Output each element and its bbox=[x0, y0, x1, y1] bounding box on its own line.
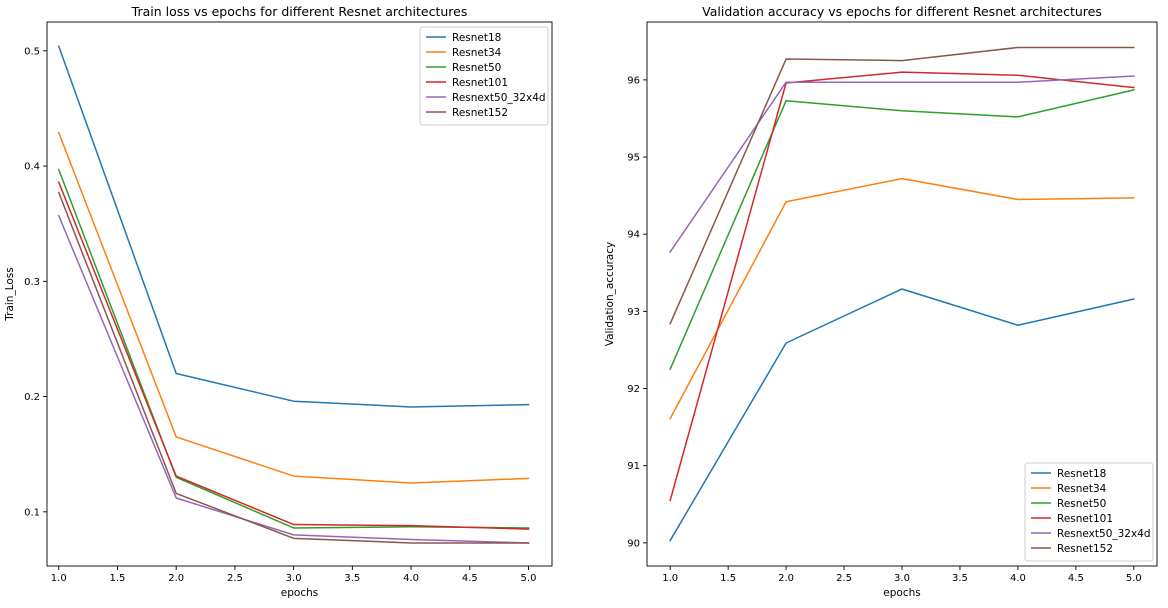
series-line-resnext50-32x4d bbox=[57, 214, 530, 544]
legend-label: Resnet50 bbox=[1057, 498, 1106, 510]
series-line-resnet50 bbox=[669, 88, 1135, 371]
y-tick-label: 90 bbox=[627, 538, 640, 549]
legend-box bbox=[419, 26, 549, 126]
legend-box bbox=[1024, 462, 1154, 562]
y-tick-label: 95 bbox=[627, 153, 640, 164]
legend-label: Resnet101 bbox=[1057, 513, 1113, 525]
x-tick-label: 4.0 bbox=[1010, 573, 1026, 584]
series-line-resnet152 bbox=[57, 191, 530, 544]
x-tick-label: 2.5 bbox=[227, 573, 243, 584]
legend-label: Resnet152 bbox=[1057, 543, 1113, 555]
y-tick-label: 91 bbox=[627, 461, 640, 472]
x-tick-label: 3.5 bbox=[952, 573, 968, 584]
x-tick-label: 5.0 bbox=[1126, 573, 1142, 584]
x-tick-label: 3.0 bbox=[894, 573, 910, 584]
y-axis-label: Validation_accuracy bbox=[604, 242, 616, 346]
x-tick-label: 2.5 bbox=[836, 573, 852, 584]
series-line-resnet101 bbox=[669, 71, 1135, 502]
x-tick-label: 3.5 bbox=[344, 573, 360, 584]
legend: Resnet18 Resnet34 Resnet50 Resnet101 Resnext… bbox=[1024, 462, 1154, 562]
series-line-resnet50 bbox=[57, 168, 530, 529]
y-tick-label: 0.5 bbox=[24, 46, 40, 57]
x-axis-label: epochs bbox=[883, 587, 920, 599]
series-line-resnext50-32x4d bbox=[669, 75, 1135, 253]
x-axis-label: epochs bbox=[281, 587, 318, 599]
x-tick-label: 5.0 bbox=[521, 573, 537, 584]
y-tick-label: 96 bbox=[627, 75, 640, 86]
legend-label: Resnext50_32x4d bbox=[452, 92, 546, 104]
chart-title: Train loss vs epochs for different Resne… bbox=[131, 4, 468, 19]
legend-label: Resnet101 bbox=[452, 77, 508, 89]
x-tick-label: 4.5 bbox=[462, 573, 478, 584]
x-tick-label: 2.0 bbox=[778, 573, 794, 584]
y-tick-label: 0.4 bbox=[24, 162, 40, 173]
y-tick-label: 0.3 bbox=[24, 277, 40, 288]
y-tick-label: 94 bbox=[627, 230, 640, 241]
legend-label: Resnet18 bbox=[1057, 468, 1106, 480]
legend: Resnet18 Resnet34 Resnet50 Resnet101 Resnext… bbox=[419, 26, 549, 126]
x-tick-label: 1.0 bbox=[662, 573, 678, 584]
series-line-resnet18 bbox=[669, 288, 1135, 542]
legend-label: Resnet18 bbox=[452, 32, 501, 44]
y-tick-label: 0.1 bbox=[24, 507, 40, 518]
train-loss-chart: Train loss vs epochs for different Resne… bbox=[4, 4, 553, 599]
series-line-resnet34 bbox=[669, 177, 1135, 420]
x-tick-label: 4.0 bbox=[403, 573, 419, 584]
x-tick-label: 1.5 bbox=[720, 573, 736, 584]
legend-label: Resnet34 bbox=[1057, 483, 1107, 495]
legend-label: Resnet152 bbox=[452, 107, 508, 119]
x-tick-label: 1.5 bbox=[110, 573, 126, 584]
y-tick-label: 92 bbox=[627, 384, 640, 395]
chart-title: Validation accuracy vs epochs for differ… bbox=[702, 4, 1102, 19]
x-tick-label: 1.0 bbox=[51, 573, 67, 584]
y-tick-label: 93 bbox=[627, 307, 640, 318]
y-tick-label: 0.2 bbox=[24, 392, 40, 403]
y-axis-label: Train_Loss bbox=[4, 267, 16, 321]
legend-label: Resnext50_32x4d bbox=[1057, 528, 1151, 540]
plot-area-frame bbox=[46, 21, 553, 567]
legend-label: Resnet34 bbox=[452, 47, 502, 59]
series-line-resnet152 bbox=[669, 46, 1135, 325]
validation-accuracy-chart: Validation accuracy vs epochs for differ… bbox=[604, 4, 1158, 599]
series-line-resnet34 bbox=[57, 131, 530, 484]
legend-label: Resnet50 bbox=[452, 62, 501, 74]
series-line-resnet18 bbox=[57, 45, 530, 408]
x-tick-label: 3.0 bbox=[286, 573, 302, 584]
x-tick-label: 4.5 bbox=[1068, 573, 1084, 584]
series-line-resnet101 bbox=[57, 181, 530, 530]
x-tick-label: 2.0 bbox=[168, 573, 184, 584]
